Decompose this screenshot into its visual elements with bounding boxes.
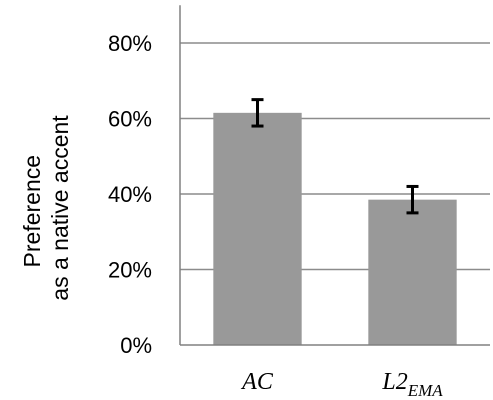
bar-ac [213,112,302,346]
y-tick-label: 40% [108,182,152,207]
x-category-label: L2EMA [381,369,443,400]
x-category-label-main: AC [240,369,274,395]
y-axis-label-line-1: Preference [19,155,45,268]
y-tick-label: 60% [108,107,152,132]
y-tick-label: 20% [108,258,152,283]
x-category-label: AC [240,369,274,395]
y-tick-labels: 0% 20% 40% 60% 80% [108,31,152,358]
y-tick-label: 0% [120,333,152,358]
error-bars [251,98,419,215]
error-bar-l2ema [406,184,419,215]
x-category-label-main: L2 [381,369,407,395]
x-category-labels: AC L2EMA [240,369,443,400]
x-category-label-subscript: EMA [407,381,444,400]
y-axis-label-line-2: as a native accent [47,115,73,301]
bar-l2ema [368,199,457,345]
y-axis-label: Preference as a native accent [19,115,73,301]
y-tick-label: 80% [108,31,152,56]
error-bar-ac [251,98,264,128]
bars [213,112,457,346]
